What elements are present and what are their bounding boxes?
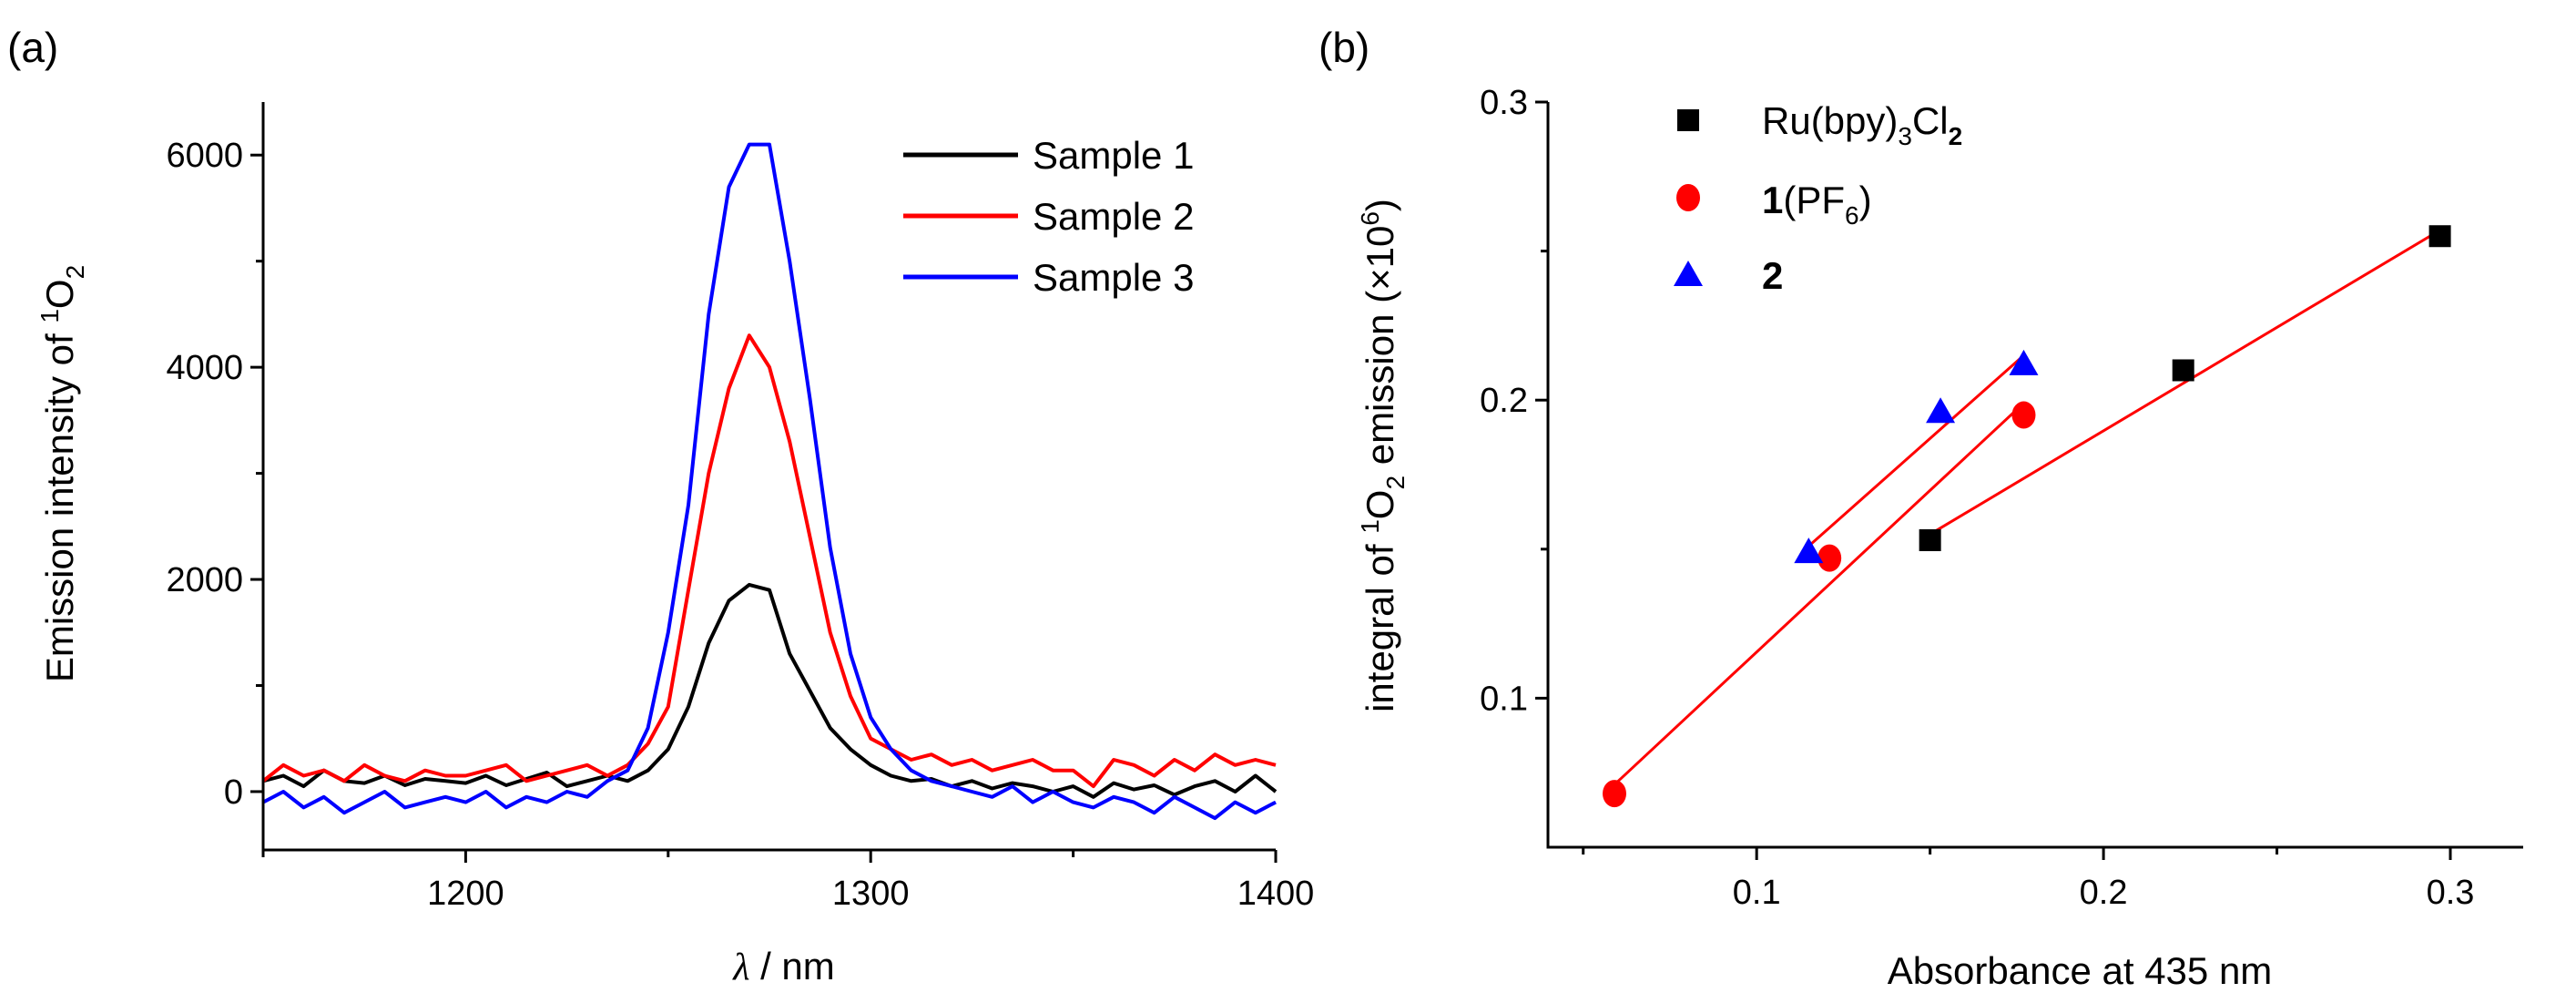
data-point-triangle [1794, 537, 1824, 564]
panel-a-legend: Sample 1 Sample 2 Sample 3 [903, 134, 1194, 299]
fit-line-triangle [1807, 353, 2025, 548]
legend-label-sample-1: Sample 1 [1033, 134, 1194, 177]
panel-b-legend-markers [1674, 109, 1703, 286]
y-tick-label: 0.1 [1480, 680, 1528, 718]
panel-b-plot-area [1602, 225, 2451, 808]
x-tick-label: 1300 [832, 875, 910, 913]
y-tick-label: 6000 [166, 137, 243, 175]
data-point-triangle [1926, 397, 1956, 424]
panel-a: (a) 1200 1300 1400 0 2000 4000 6000 Emission i… [7, 24, 1314, 988]
panel-a-plot-area [261, 142, 1278, 821]
legend-label-sample-2: Sample 2 [1033, 195, 1194, 238]
panel-a-x-axis-label: λ / nm [731, 945, 835, 988]
legend-label-sample-3: Sample 3 [1033, 256, 1194, 299]
panel-a-label: (a) [7, 24, 58, 71]
fit-line-square [1929, 229, 2441, 536]
y-tick-label: 0 [224, 773, 243, 812]
x-tick-label: 0.2 [2080, 874, 2128, 912]
data-point-circle [1817, 544, 1842, 572]
data-point-circle [1602, 780, 1626, 808]
legend-label-ru-bpy: Ru(bpy)3Cl2 [1762, 99, 1962, 150]
series-line-sample-2 [261, 333, 1277, 789]
data-point-circle [2011, 401, 2036, 429]
panel-b: (b) 0.1 0.2 0.3 0.1 0.2 0.3 integral of 1O2 e… [1319, 24, 2523, 992]
data-point-square [2172, 359, 2194, 382]
panel-a-ticks: 1200 1300 1400 0 2000 4000 6000 [166, 137, 1314, 913]
panel-b-label: (b) [1319, 24, 1369, 71]
legend-label-compound-1: 1(PF6) [1762, 179, 1872, 230]
legend-marker-square [1677, 109, 1699, 131]
panel-b-ticks: 0.1 0.2 0.3 0.1 0.2 0.3 [1480, 84, 2474, 912]
x-tick-label: 0.1 [1733, 874, 1781, 912]
data-point-square [1919, 528, 1941, 551]
y-tick-label: 2000 [166, 561, 243, 599]
x-tick-label: 1400 [1237, 875, 1315, 913]
y-tick-label: 0.2 [1480, 382, 1528, 420]
x-tick-label: 1200 [427, 875, 504, 913]
data-point-triangle [2009, 349, 2039, 375]
panel-a-y-axis-label: Emission intensity of 1O2 [36, 265, 89, 682]
panel-b-legend: Ru(bpy)3Cl2 1(PF6) 2 [1674, 99, 1962, 297]
x-tick-label: 0.3 [2427, 874, 2475, 912]
panel-b-axes [1546, 102, 2523, 849]
data-point-square [2428, 225, 2451, 248]
legend-label-compound-2: 2 [1762, 254, 1783, 297]
y-tick-label: 0.3 [1480, 84, 1528, 122]
panel-b-y-axis-label: integral of 1O2 emission (×106) [1356, 199, 1410, 712]
legend-marker-triangle [1674, 261, 1703, 286]
y-tick-label: 4000 [166, 349, 243, 387]
panel-b-x-axis-label: Absorbance at 435 nm [1888, 949, 2273, 992]
legend-marker-circle [1676, 184, 1700, 211]
series-line-sample-3 [262, 142, 1277, 821]
series-line-sample-1 [262, 582, 1278, 799]
fit-line-circle [1613, 402, 2025, 786]
